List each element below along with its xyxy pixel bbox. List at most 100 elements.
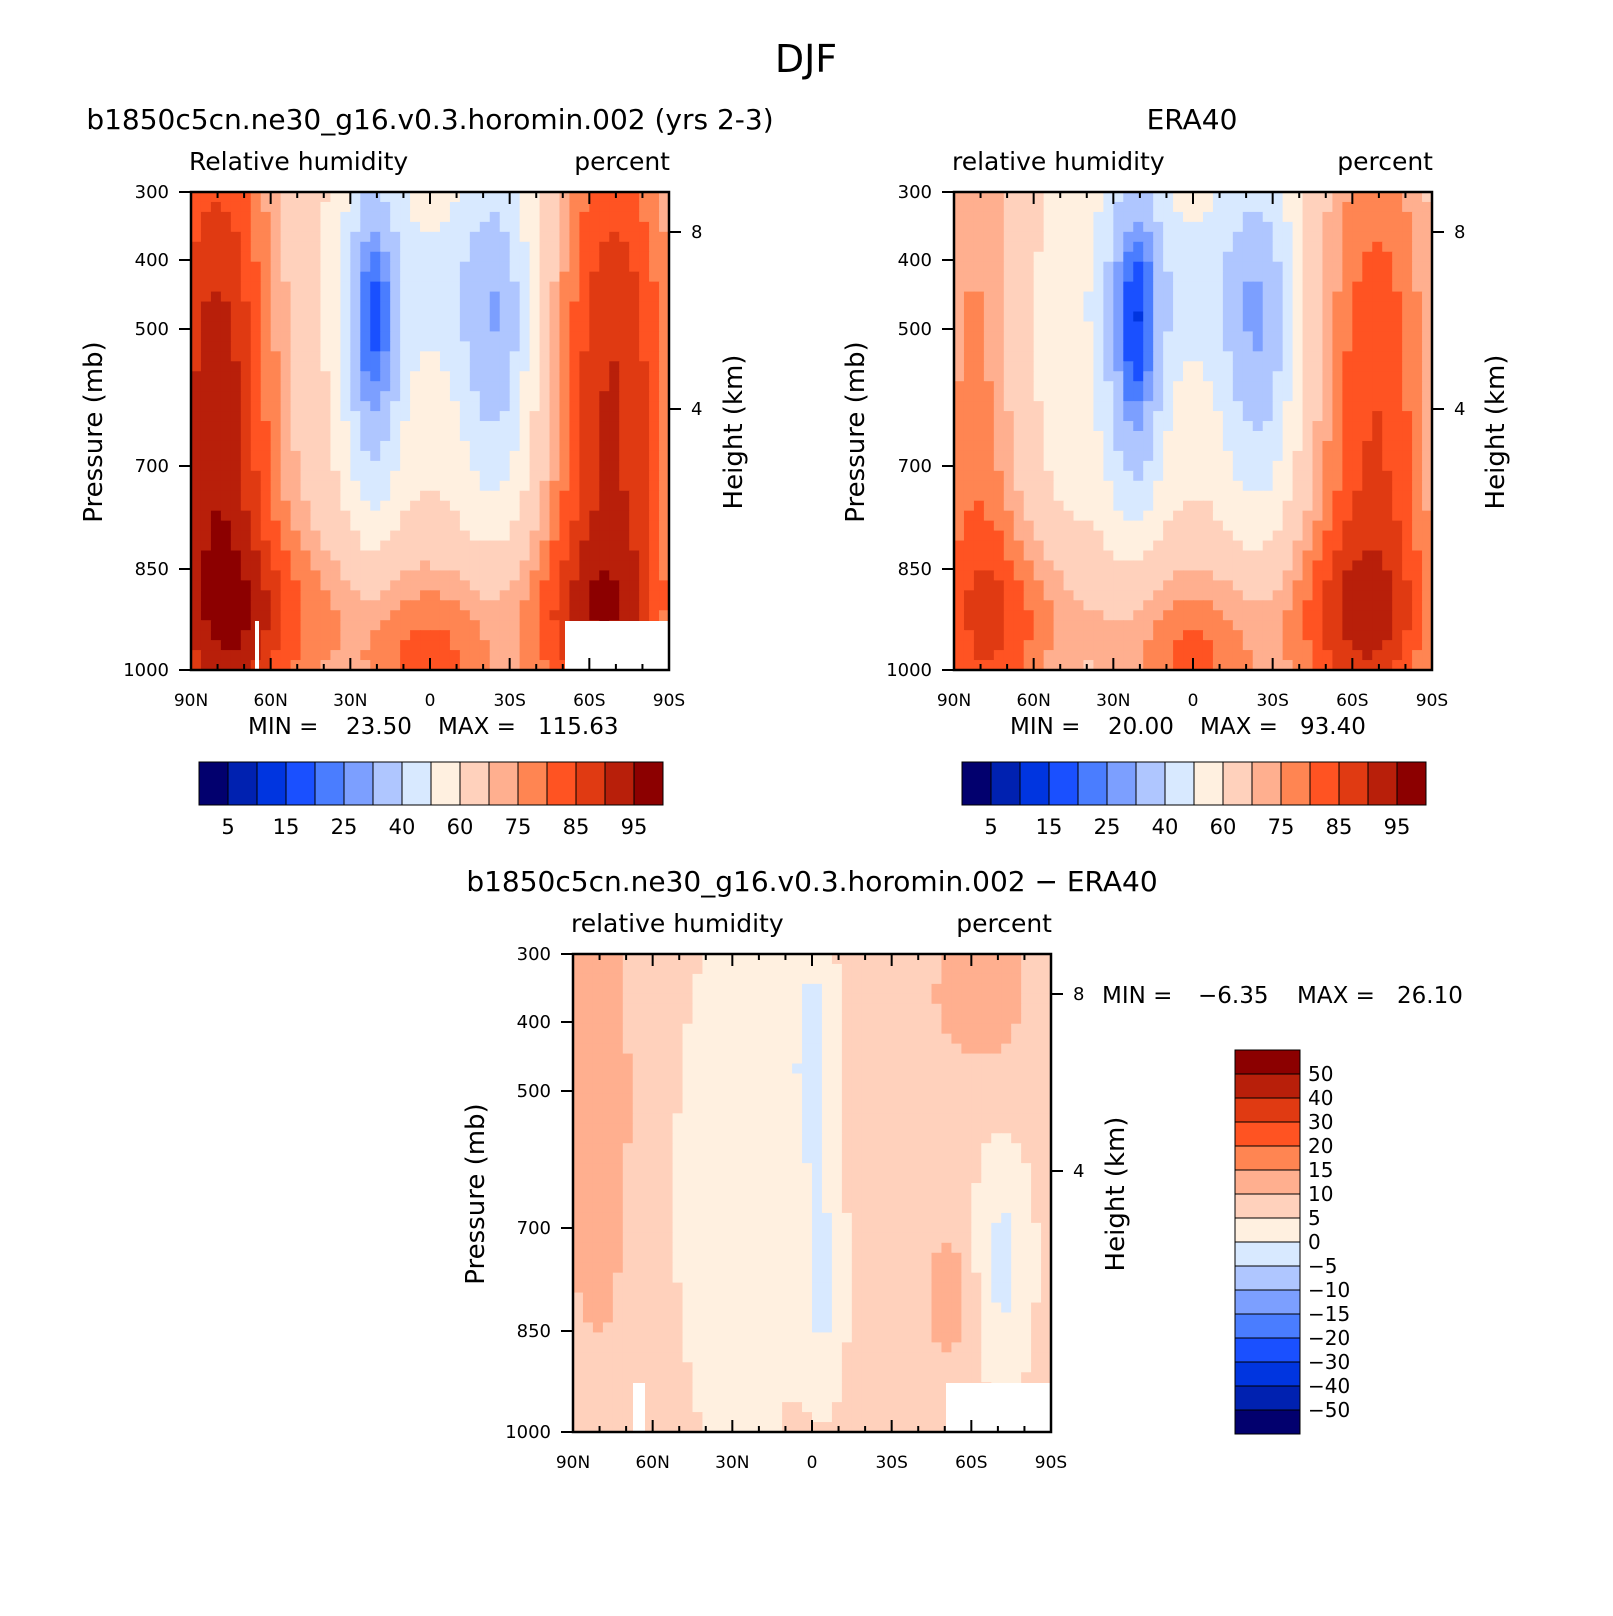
contour-cell <box>469 440 481 452</box>
contour-cell <box>1292 241 1304 253</box>
contour-cell <box>420 241 431 253</box>
contour-cell <box>954 411 965 422</box>
contour-cell <box>1013 550 1025 562</box>
contour-cell <box>549 530 561 542</box>
contour-cell <box>390 480 401 492</box>
contour-cell <box>1282 530 1294 542</box>
contour-cell <box>1392 411 1403 422</box>
contour-cell <box>1153 480 1164 492</box>
contour-cell <box>380 440 391 452</box>
contour-cell <box>1133 580 1144 591</box>
contour-cell <box>1272 660 1284 671</box>
contour-cell <box>539 540 551 552</box>
contour-cell <box>1043 411 1055 422</box>
contour-cell <box>380 640 391 651</box>
contour-cell <box>509 301 521 313</box>
contour-cell <box>1402 650 1413 661</box>
contour-cell <box>1133 520 1144 532</box>
contour-cell <box>609 490 620 502</box>
contour-cell <box>1252 570 1264 581</box>
contour-cell <box>1222 401 1234 412</box>
contour-cell <box>1193 421 1204 432</box>
contour-cell <box>1302 421 1314 432</box>
contour-cell <box>569 421 580 432</box>
contour-cell <box>549 480 561 492</box>
contour-cell <box>230 311 242 323</box>
contour-cell <box>963 560 975 572</box>
contour-cell <box>579 211 590 223</box>
contour-cell <box>191 331 202 342</box>
contour-cell <box>1282 271 1294 283</box>
contour-cell <box>659 520 670 532</box>
contour-cell <box>270 211 282 223</box>
contour-cell <box>310 520 322 532</box>
contour-cell <box>954 610 965 621</box>
contour-cell <box>310 450 322 462</box>
contour-cell <box>1163 221 1174 233</box>
contour-cell <box>1402 311 1413 323</box>
contour-cell <box>1222 341 1234 352</box>
contour-cell <box>1143 321 1154 333</box>
contour-cell <box>1123 241 1134 253</box>
contour-cell <box>983 411 995 422</box>
contour-cell <box>250 211 262 223</box>
contour-cell <box>559 520 571 532</box>
contour-cell <box>430 241 441 253</box>
contour-cell <box>240 640 252 651</box>
contour-cell <box>430 381 441 392</box>
contour-cell <box>240 201 252 213</box>
contour-cell <box>529 620 541 631</box>
contour-cell <box>1382 391 1393 402</box>
contour-cell <box>439 560 451 572</box>
contour-cell <box>954 291 965 303</box>
contour-cell <box>1232 401 1244 412</box>
contour-cell <box>390 440 401 452</box>
contour-cell <box>1123 401 1134 412</box>
contour-cell <box>220 251 232 263</box>
contour-cell <box>350 271 361 283</box>
contour-cell <box>692 954 704 965</box>
contour-cell <box>1013 281 1025 293</box>
contour-cell <box>1252 640 1264 651</box>
contour-cell <box>973 341 985 352</box>
contour-cell <box>1153 500 1164 512</box>
contour-cell <box>350 460 361 472</box>
contour-cell <box>499 650 511 661</box>
contour-cell <box>529 660 541 671</box>
contour-cell <box>1252 401 1264 412</box>
contour-cell <box>1322 261 1334 273</box>
contour-cell <box>390 261 401 273</box>
contour-cell <box>1392 610 1403 621</box>
contour-cell <box>1372 261 1383 273</box>
contour-cell <box>320 480 332 492</box>
contour-cell <box>1362 221 1373 233</box>
contour-cell <box>1053 530 1065 542</box>
contour-cell <box>1033 371 1045 382</box>
contour-cell <box>1292 221 1304 233</box>
contour-cell <box>1232 271 1244 283</box>
contour-cell <box>1322 580 1334 591</box>
contour-cell <box>191 321 202 333</box>
contour-cell <box>1083 450 1095 462</box>
contour-cell <box>1023 520 1035 532</box>
contour-cell <box>993 550 1005 562</box>
contour-cell <box>420 600 431 611</box>
contour-cell <box>1143 450 1154 462</box>
contour-cell <box>1412 460 1423 472</box>
contour-cell <box>1153 401 1164 412</box>
contour-cell <box>1123 192 1134 203</box>
contour-cell <box>1043 241 1055 253</box>
contour-cell <box>1402 640 1413 651</box>
contour-cell <box>1093 590 1104 601</box>
contour-cell <box>310 640 322 651</box>
contour-cell <box>1202 411 1214 422</box>
contour-cell <box>1023 351 1035 362</box>
y-tick-label: 700 <box>898 456 932 477</box>
contour-cell <box>1043 251 1055 263</box>
contour-cell <box>549 640 561 651</box>
contour-cell <box>1143 620 1154 631</box>
contour-cell <box>300 261 312 273</box>
contour-cell <box>1402 321 1413 333</box>
contour-cell <box>250 381 262 392</box>
contour-cell <box>963 520 975 532</box>
